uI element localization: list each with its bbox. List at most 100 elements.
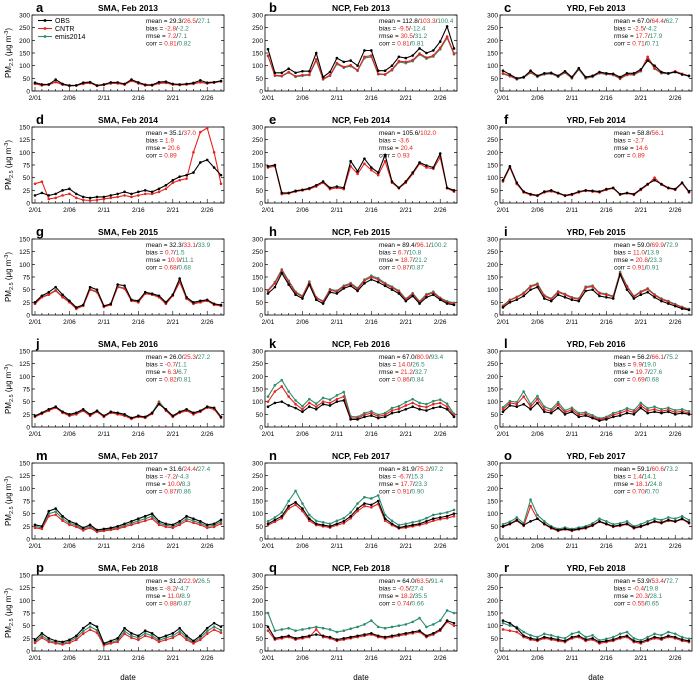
data-point-obs: [205, 81, 209, 84]
y-tick-label: 300: [487, 573, 498, 580]
series-line-cntr: [502, 166, 690, 197]
data-point-cntr: [54, 196, 57, 200]
data-point-obs: [508, 73, 512, 76]
data-point-obs: [363, 415, 366, 419]
panel-g: g SMA, Feb 2015 0 25 50 75 100 125 150 2/01 2/06 2/…: [4, 224, 225, 326]
x-tick-label: 2/11: [331, 207, 344, 214]
data-point-cntr: [102, 529, 106, 533]
x-tick-label: 2/06: [63, 319, 76, 326]
data-point-obs: [102, 195, 106, 199]
data-point-obs: [404, 525, 408, 528]
data-point-emis2014: [81, 629, 85, 633]
data-point-cntr: [212, 151, 216, 154]
x-tick-label: 2/16: [365, 543, 378, 550]
data-point-obs: [660, 521, 663, 524]
stat-bias: bias = -2.8/-2.2: [146, 26, 189, 33]
x-tick-label: 2/01: [262, 207, 275, 214]
panel-title: SMA, Feb 2018: [98, 563, 158, 573]
data-point-emis2014: [680, 514, 684, 518]
y-tick-label: 150: [19, 237, 30, 244]
data-point-obs: [321, 634, 325, 638]
data-point-obs: [397, 410, 401, 414]
data-point-emis2014: [287, 626, 290, 630]
data-point-emis2014: [130, 634, 133, 638]
data-point-cntr: [185, 519, 188, 523]
stat-corr: corr = 0.74/0.66: [379, 601, 424, 608]
stat-rmse: rmse = 10.0/8.3: [146, 481, 191, 488]
data-point-cntr: [397, 407, 401, 411]
data-point-cntr: [515, 402, 519, 406]
data-point-obs: [376, 634, 380, 638]
y-tick-label: 250: [252, 361, 263, 368]
stat-bias: bias = -7.2/-4.3: [146, 474, 189, 481]
data-point-emis2014: [543, 405, 546, 409]
data-point-cntr: [653, 407, 656, 411]
y-tick-label: 50: [491, 76, 499, 83]
series-line-obs: [502, 402, 690, 422]
data-point-cntr: [425, 293, 428, 297]
data-point-obs: [646, 290, 649, 294]
data-point-cntr: [383, 72, 387, 76]
data-point-cntr: [294, 503, 297, 507]
data-point-emis2014: [639, 523, 643, 526]
data-point-obs: [397, 292, 401, 295]
data-point-cntr: [102, 644, 106, 647]
y-axis-label: PM2.5 (μg m-3): [4, 140, 15, 190]
series-line-obs: [34, 78, 222, 86]
data-point-cntr: [178, 178, 181, 182]
data-point-obs: [598, 294, 601, 298]
data-point-cntr: [328, 73, 332, 77]
data-point-obs: [68, 638, 71, 642]
data-point-obs: [425, 409, 428, 412]
stat-rmse: rmse = 20.3/28.1: [614, 593, 663, 600]
data-point-cntr: [199, 523, 202, 527]
data-point-obs: [205, 523, 209, 527]
data-point-emis2014: [411, 520, 414, 524]
data-point-obs: [363, 157, 366, 160]
stat-mean: mean = 64.0/63.5/91.4: [379, 578, 444, 585]
y-tick-label: 150: [19, 349, 30, 356]
data-point-emis2014: [501, 405, 505, 409]
x-tick-label: 2/26: [434, 319, 447, 326]
x-tick-label: 2/16: [365, 319, 378, 326]
data-point-obs: [452, 47, 456, 50]
data-point-emis2014: [501, 523, 505, 526]
y-tick-label: 50: [256, 188, 264, 195]
data-point-cntr: [639, 290, 643, 294]
y-tick-label: 150: [252, 387, 263, 394]
series-line-emis2014: [267, 268, 455, 304]
data-point-obs: [508, 522, 512, 526]
data-point-obs: [508, 301, 512, 304]
data-point-obs: [577, 634, 581, 638]
y-tick-label: 0: [494, 649, 498, 656]
data-point-emis2014: [308, 626, 311, 630]
data-point-obs: [273, 285, 277, 289]
data-point-obs: [515, 405, 519, 409]
x-tick-label: 2/01: [262, 543, 275, 550]
x-tick-label: 2/06: [63, 655, 76, 662]
data-point-obs: [130, 416, 133, 420]
data-point-obs: [280, 400, 284, 403]
data-point-cntr: [157, 640, 161, 644]
data-point-obs: [425, 164, 428, 167]
data-point-obs: [452, 415, 456, 419]
data-point-obs: [81, 407, 85, 411]
data-point-obs: [501, 306, 505, 309]
panel-title: SMA, Feb 2016: [98, 339, 158, 349]
data-point-obs: [549, 189, 553, 192]
data-point-cntr: [164, 525, 168, 529]
data-point-obs: [632, 413, 636, 416]
x-tick-label: 2/06: [531, 543, 544, 550]
y-tick-label: 25: [23, 524, 31, 531]
data-point-obs: [266, 522, 270, 526]
data-point-cntr: [308, 519, 311, 523]
x-tick-label: 2/06: [296, 207, 309, 214]
data-point-emis2014: [529, 498, 532, 502]
x-tick-label: 2/11: [98, 655, 111, 662]
data-point-obs: [501, 619, 505, 622]
panel-title: SMA, Feb 2015: [98, 227, 158, 237]
data-point-emis2014: [680, 635, 684, 639]
data-point-obs: [653, 64, 656, 67]
data-point-obs: [397, 186, 401, 190]
